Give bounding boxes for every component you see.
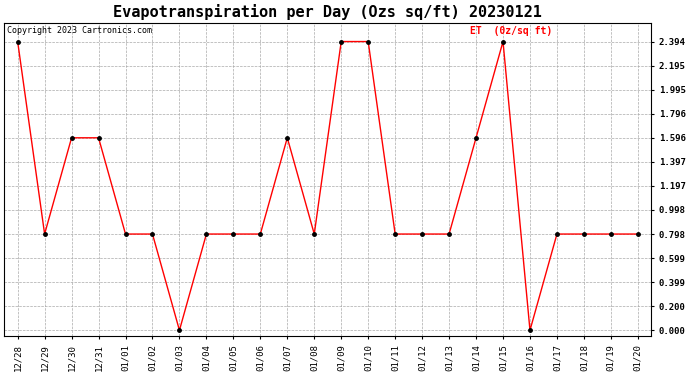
Text: Copyright 2023 Cartronics.com: Copyright 2023 Cartronics.com	[8, 26, 152, 35]
Title: Evapotranspiration per Day (Ozs sq/ft) 20230121: Evapotranspiration per Day (Ozs sq/ft) 2…	[113, 4, 542, 20]
Text: ET  (0z/sq ft): ET (0z/sq ft)	[470, 26, 553, 36]
